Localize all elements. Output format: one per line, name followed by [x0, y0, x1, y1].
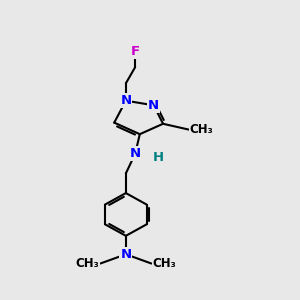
Text: N: N	[120, 94, 131, 107]
Text: F: F	[130, 44, 140, 58]
Text: N: N	[148, 99, 159, 112]
Text: N: N	[130, 147, 141, 160]
Text: N: N	[120, 248, 131, 261]
Text: CH₃: CH₃	[190, 123, 214, 136]
Text: H: H	[153, 151, 164, 164]
Text: CH₃: CH₃	[153, 257, 176, 270]
Text: CH₃: CH₃	[75, 257, 99, 270]
